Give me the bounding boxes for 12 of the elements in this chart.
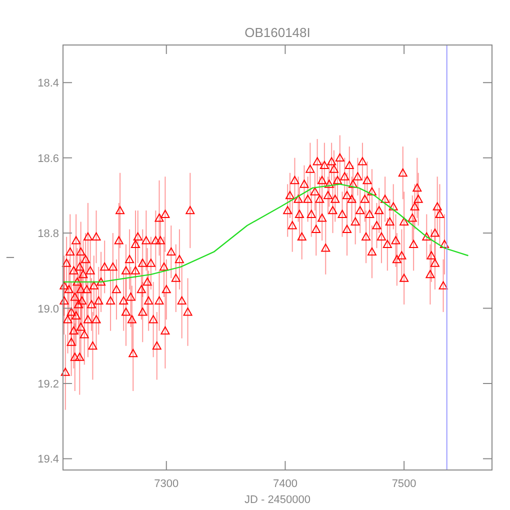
y-tick-label: 18.8 (38, 228, 59, 240)
x-tick-label: 7300 (154, 478, 179, 490)
x-axis-title: JD - 2450000 (244, 494, 311, 506)
y-tick-label: 18.4 (38, 78, 59, 90)
y-tick-label: 19.4 (38, 454, 59, 466)
y-axis-title: I (5, 256, 17, 260)
x-tick-label: 7500 (392, 478, 416, 490)
y-tick-label: 18.6 (38, 152, 59, 165)
chart-title: OB160148I (244, 25, 310, 40)
y-tick-label: 19.0 (38, 303, 59, 316)
x-tick-label: 7400 (272, 478, 298, 490)
y-tick-label: 19.2 (38, 378, 59, 390)
